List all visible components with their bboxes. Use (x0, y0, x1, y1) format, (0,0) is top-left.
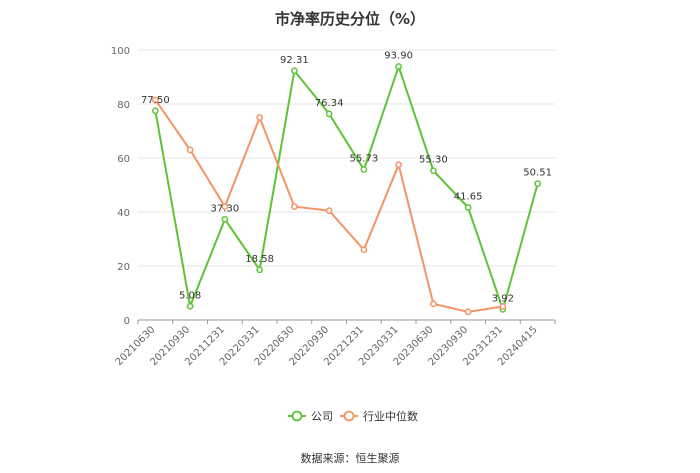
legend: 公司 行业中位数 (288, 409, 418, 423)
data-point (256, 114, 263, 121)
y-tick-label: 60 (117, 154, 130, 165)
data-label: 37.30 (211, 203, 240, 214)
data-label: 41.65 (454, 192, 483, 203)
data-label: 76.34 (315, 98, 344, 109)
y-tick-label: 0 (124, 316, 130, 327)
data-point (325, 110, 333, 118)
data-point (464, 308, 472, 316)
data-point (430, 167, 437, 175)
data-label: 55.73 (350, 154, 379, 165)
y-tick-label: 100 (111, 46, 130, 57)
data-point (464, 204, 472, 211)
source-note: 数据来源：恒生聚源 (301, 451, 400, 465)
grid-layer (138, 49, 555, 267)
data-label: 92.31 (280, 55, 309, 66)
data-label: 3.92 (492, 293, 514, 304)
data-point (221, 215, 229, 223)
data-point (499, 303, 507, 310)
legend-item: 行业中位数 (340, 409, 418, 423)
y-tick-label: 20 (117, 262, 130, 273)
legend-label: 公司 (311, 410, 333, 423)
data-point (360, 166, 368, 173)
data-label: 55.30 (419, 155, 448, 166)
data-point (291, 203, 298, 210)
data-point (395, 63, 402, 70)
axis-layer: 0204060801002021063020210930202112312022… (111, 46, 556, 368)
data-point (291, 67, 298, 75)
legend-marker (343, 410, 355, 422)
data-point (186, 302, 194, 310)
data-label: 18.58 (245, 254, 274, 265)
chart-title: 市净率历史分位（%） (275, 10, 425, 28)
data-label-layer: 77.50 5.08 37.30 18.58 92.31 76.34 55.73 93.90 5… (141, 50, 552, 304)
legend-label: 行业中位数 (363, 409, 418, 423)
data-point (325, 207, 333, 214)
data-label: 5.08 (179, 290, 201, 301)
data-point (534, 180, 541, 187)
legend-marker (291, 410, 303, 422)
data-point (430, 300, 437, 308)
data-point (186, 146, 194, 154)
data-point (152, 96, 159, 104)
data-point (152, 107, 159, 115)
y-tick-label: 80 (117, 100, 130, 111)
legend-item: 公司 (288, 410, 333, 423)
data-label: 77.50 (141, 95, 170, 106)
data-point (256, 266, 263, 274)
y-tick-label: 40 (117, 208, 130, 219)
data-label: 93.90 (384, 50, 413, 61)
series-line (154, 99, 504, 313)
data-point (360, 246, 368, 254)
data-point (395, 161, 402, 169)
data-label: 50.51 (523, 168, 552, 179)
data-point (221, 203, 229, 210)
series-layer (152, 63, 541, 316)
series-line (154, 63, 539, 313)
